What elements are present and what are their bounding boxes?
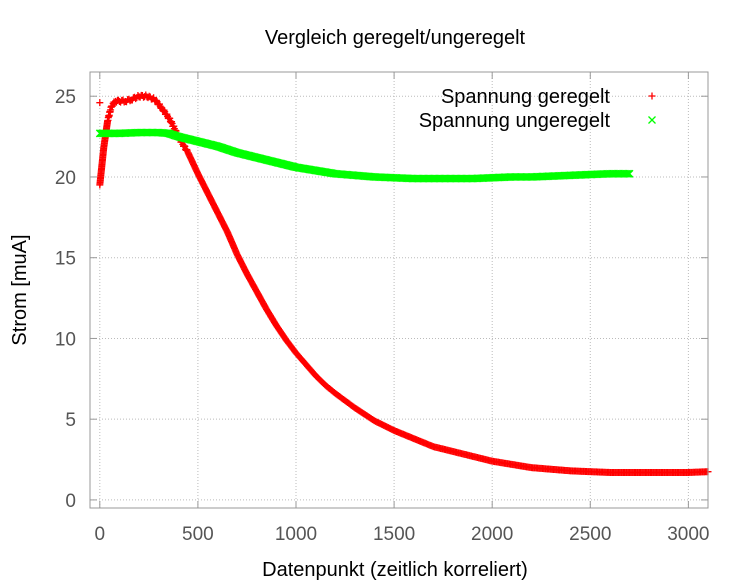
legend-label: Spannung geregelt [441, 86, 610, 108]
y-axis-ticks: 0 5 10 15 20 25 [55, 87, 708, 512]
y-tick-label: 10 [55, 329, 76, 350]
x-tick-label: 500 [182, 524, 214, 545]
plot-frame [89, 71, 709, 509]
x-tick-label: 1500 [373, 524, 415, 545]
data-point [624, 169, 633, 178]
data-point [96, 99, 104, 107]
series-2 [95, 128, 634, 183]
x-axis-ticks: 0 500 1000 1500 2000 2500 3000 [95, 72, 710, 545]
data-point [160, 106, 168, 114]
y-tick-label: 5 [65, 410, 76, 431]
legend-marker [648, 116, 656, 124]
x-tick-label: 2000 [471, 524, 513, 545]
series-1 [96, 91, 712, 476]
plot-area [95, 91, 712, 476]
y-tick-label: 20 [55, 168, 76, 189]
y-tick-label: 0 [65, 491, 76, 512]
chart-title: Vergleich geregelt/ungeregelt [265, 27, 526, 49]
data-point [152, 96, 160, 104]
x-tick-label: 0 [95, 524, 106, 545]
y-tick-label: 15 [55, 249, 76, 270]
data-point [621, 169, 630, 178]
legend-marker [648, 92, 656, 100]
data-point [183, 146, 191, 154]
x-tick-label: 1000 [275, 524, 317, 545]
legend-label: Spannung ungeregelt [419, 110, 611, 132]
x-tick-label: 3000 [667, 524, 709, 545]
data-point [625, 169, 634, 178]
y-axis-label: Strom [muA] [9, 234, 31, 345]
data-point [623, 169, 632, 178]
y-tick-label: 25 [55, 87, 76, 108]
x-axis-label: Datenpunkt (zeitlich korreliert) [262, 559, 528, 581]
x-tick-label: 2500 [569, 524, 611, 545]
